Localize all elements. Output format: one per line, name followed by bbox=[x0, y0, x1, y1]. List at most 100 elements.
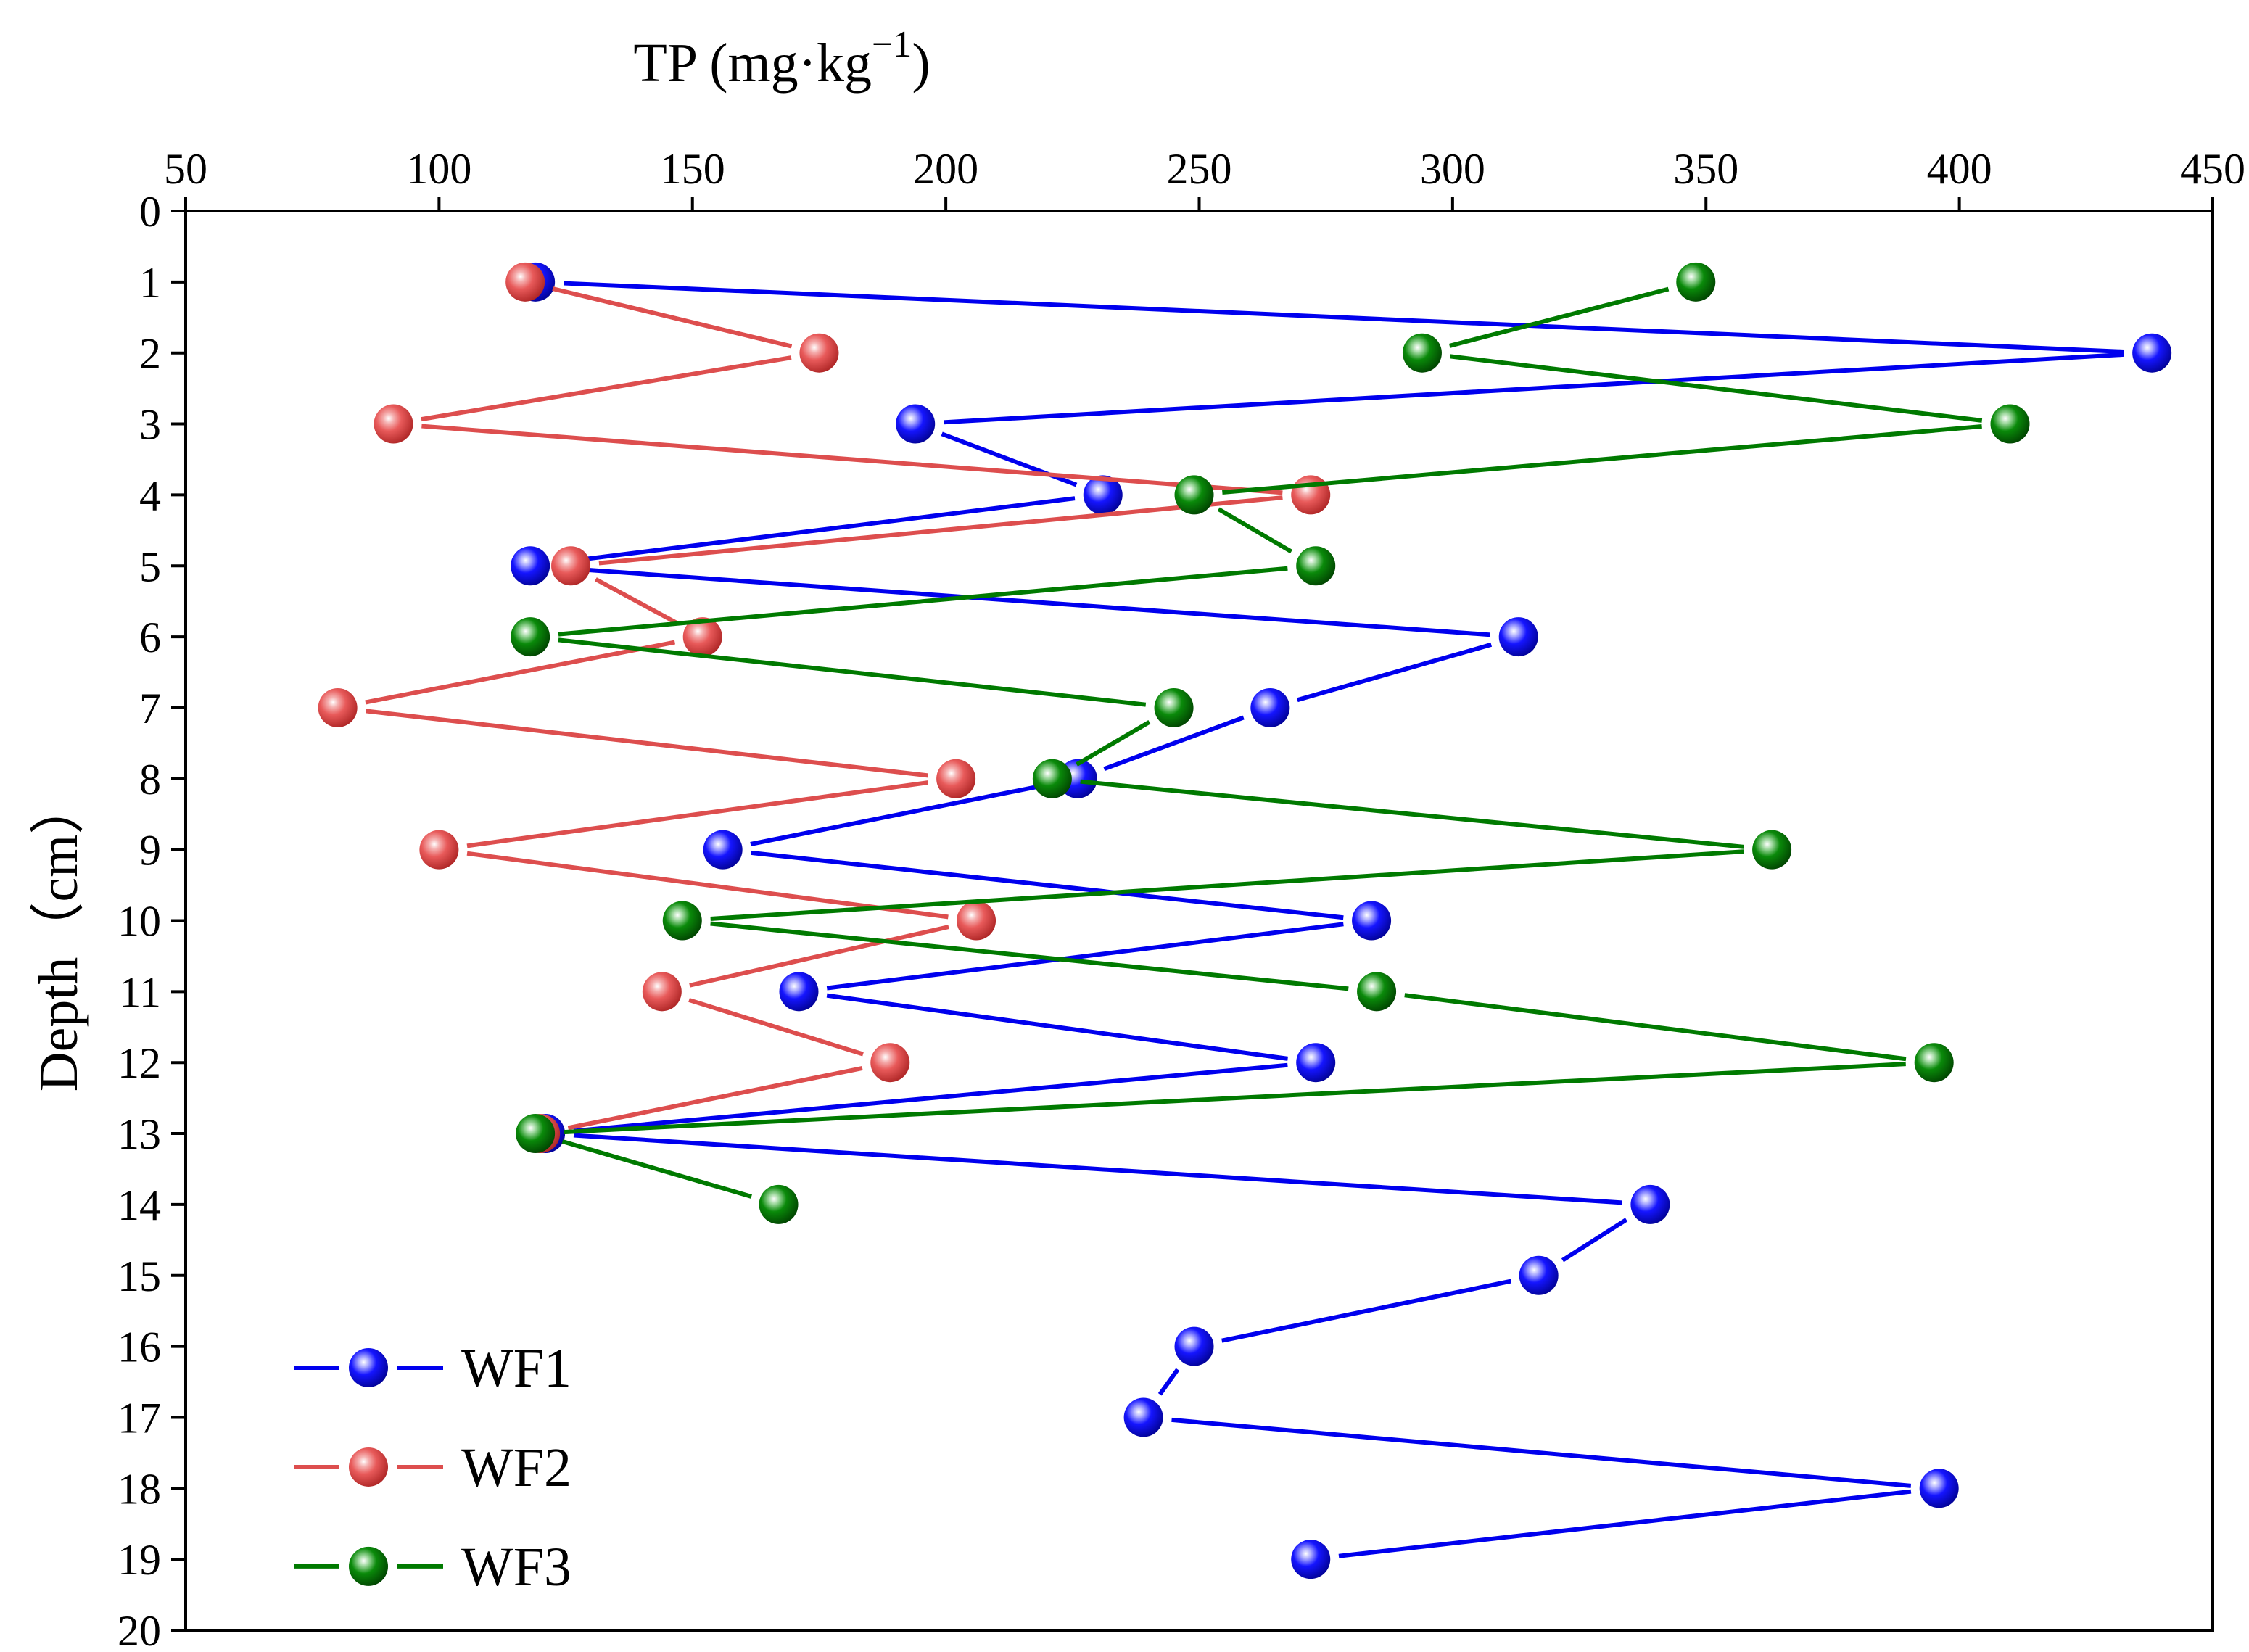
x-tick-label: 450 bbox=[2180, 145, 2245, 193]
data-point-wf2 bbox=[419, 830, 459, 870]
data-point-wf1 bbox=[1174, 1326, 1214, 1366]
data-point-wf1 bbox=[1352, 901, 1392, 941]
x-tick-label: 50 bbox=[164, 145, 207, 193]
legend-marker bbox=[349, 1347, 388, 1387]
data-point-wf2 bbox=[642, 972, 682, 1012]
x-tick-label: 250 bbox=[1167, 145, 1232, 193]
series-line-segment bbox=[1222, 424, 1982, 495]
data-point-wf3 bbox=[662, 901, 702, 941]
series-line-segment bbox=[1171, 1417, 1912, 1488]
data-point-wf1 bbox=[1296, 1043, 1336, 1083]
y-tick-label: 11 bbox=[119, 968, 161, 1016]
series-line-segment bbox=[943, 352, 2124, 425]
data-point-wf2 bbox=[318, 687, 358, 727]
legend-marker bbox=[349, 1447, 388, 1487]
y-tick-label: 2 bbox=[139, 330, 161, 378]
data-point-wf2 bbox=[870, 1043, 910, 1083]
plot-frame bbox=[184, 210, 2214, 1632]
series-line-segment bbox=[598, 495, 1283, 566]
y-tick-label: 0 bbox=[139, 188, 161, 236]
y-tick-label: 4 bbox=[139, 471, 161, 519]
data-point-wf2 bbox=[505, 262, 545, 302]
series-layer bbox=[318, 262, 2172, 1579]
x-axis-title-close: ) bbox=[912, 33, 930, 94]
data-point-wf1 bbox=[1630, 1184, 1670, 1224]
series-line-segment bbox=[710, 921, 1349, 991]
series-line-segment bbox=[365, 640, 676, 705]
data-point-wf1 bbox=[1498, 617, 1538, 657]
series-line-segment bbox=[1157, 1368, 1180, 1396]
data-point-wf1 bbox=[779, 972, 819, 1012]
data-point-wf3 bbox=[1296, 546, 1336, 586]
series-line-segment bbox=[561, 1139, 752, 1199]
data-point-wf1 bbox=[511, 546, 550, 586]
data-point-wf2 bbox=[374, 404, 413, 444]
data-point-wf2 bbox=[551, 546, 591, 586]
y-tick-label: 12 bbox=[117, 1039, 161, 1087]
series-line-segment bbox=[1080, 779, 1744, 849]
series-line-segment bbox=[826, 922, 1344, 991]
y-tick-label: 20 bbox=[117, 1607, 161, 1652]
data-point-wf3 bbox=[511, 617, 550, 657]
y-axis-title: Depth（cm） bbox=[28, 780, 89, 1092]
series-line-segment bbox=[751, 850, 1344, 920]
series-line-segment bbox=[421, 424, 1283, 495]
data-point-wf3 bbox=[1357, 972, 1397, 1012]
data-point-wf3 bbox=[1752, 830, 1792, 870]
data-point-wf3 bbox=[1914, 1043, 1954, 1083]
y-tick-label: 18 bbox=[117, 1465, 161, 1513]
series-line-segment bbox=[1404, 993, 1907, 1062]
legend-item-wf1: WF1 bbox=[294, 1338, 571, 1399]
data-point-wf3 bbox=[1402, 333, 1442, 373]
legend-marker bbox=[349, 1546, 388, 1586]
series-line-segment bbox=[1338, 1489, 1912, 1558]
series-line-segment bbox=[558, 566, 1491, 637]
series-line-segment bbox=[558, 637, 1147, 707]
series-wf3 bbox=[511, 262, 2030, 1224]
y-tick-label: 5 bbox=[139, 542, 161, 590]
x-tick-label: 300 bbox=[1420, 145, 1485, 193]
series-line-segment bbox=[1561, 1218, 1628, 1263]
y-tick-label: 14 bbox=[117, 1181, 161, 1229]
axis-ticks: 50 100 150 200 250 300 350 400 45001234567891011… bbox=[117, 145, 2245, 1652]
data-point-wf1 bbox=[1919, 1469, 1959, 1508]
x-tick-label: 150 bbox=[660, 145, 725, 193]
x-axis-title-superscript: −1 bbox=[872, 24, 912, 65]
data-point-wf3 bbox=[516, 1114, 556, 1154]
series-line-segment bbox=[466, 780, 928, 848]
series-wf2 bbox=[318, 262, 1331, 1154]
legend-label: WF1 bbox=[461, 1338, 571, 1399]
series-line-segment bbox=[563, 281, 2124, 354]
data-point-wf3 bbox=[1154, 687, 1194, 727]
y-tick-label: 9 bbox=[139, 827, 161, 875]
data-point-wf2 bbox=[799, 333, 839, 373]
series-line-segment bbox=[689, 925, 949, 988]
series-line-segment bbox=[1217, 507, 1293, 554]
series-line-segment bbox=[421, 355, 792, 422]
y-tick-label: 8 bbox=[139, 756, 161, 804]
series-line-segment bbox=[1448, 286, 1670, 348]
series-line-segment bbox=[558, 496, 1076, 565]
series-line-segment bbox=[1076, 720, 1151, 767]
y-tick-label: 7 bbox=[139, 685, 161, 732]
data-point-wf3 bbox=[1032, 759, 1072, 798]
x-axis-title-text: TP (mg·kg bbox=[633, 33, 872, 94]
data-point-wf1 bbox=[1083, 475, 1123, 515]
data-point-wf1 bbox=[896, 404, 936, 444]
legend-item-wf2: WF2 bbox=[294, 1437, 571, 1498]
y-tick-label: 6 bbox=[139, 614, 161, 661]
data-point-wf2 bbox=[957, 901, 996, 941]
legend: WF1 WF2 WF3 bbox=[294, 1338, 571, 1598]
series-line-segment bbox=[558, 566, 1288, 637]
data-point-wf2 bbox=[1291, 475, 1331, 515]
series-line-segment bbox=[466, 851, 949, 920]
x-tick-label: 100 bbox=[406, 145, 471, 193]
x-tick-label: 200 bbox=[913, 145, 978, 193]
y-tick-label: 16 bbox=[117, 1323, 161, 1371]
y-tick-label: 1 bbox=[139, 259, 161, 307]
series-line-segment bbox=[750, 782, 1051, 846]
series-line-segment bbox=[573, 1062, 1288, 1133]
series-line-segment bbox=[1450, 354, 1983, 423]
legend-label: WF2 bbox=[461, 1437, 571, 1498]
